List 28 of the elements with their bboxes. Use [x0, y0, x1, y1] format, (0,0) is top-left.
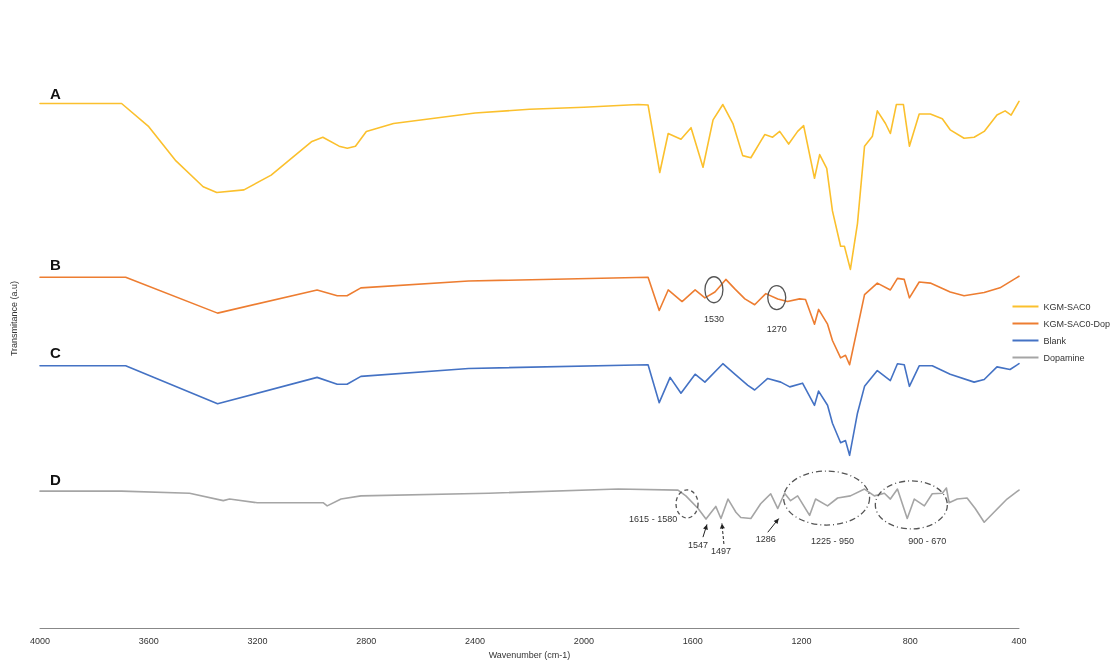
- annotation: A: [49, 84, 61, 102]
- annotation: 1615 - 1580: [629, 513, 678, 524]
- legend-label: KGM-SAC0-Dop: [1043, 318, 1110, 329]
- x-tick-label: 800: [902, 635, 918, 646]
- annotation: D: [49, 470, 61, 488]
- annotation: 900 - 670: [908, 536, 947, 547]
- x-tick-label: 4000: [29, 635, 51, 646]
- annotation: 1286: [755, 534, 776, 545]
- x-axis-title: Wavenumber (cm-1): [488, 649, 571, 660]
- x-tick-label: 2400: [465, 635, 486, 646]
- x-tick-label: 3200: [247, 635, 268, 646]
- annotation: B: [49, 255, 61, 273]
- x-tick-label: 2000: [573, 635, 594, 646]
- annotation: 1225 - 950: [811, 536, 855, 547]
- annotation: 1270: [766, 323, 787, 334]
- x-tick-label: 400: [1011, 635, 1027, 646]
- x-tick-label: 3600: [138, 635, 159, 646]
- annotation: 1497: [710, 545, 731, 556]
- annotation: C: [49, 343, 61, 361]
- x-tick-label: 1600: [682, 635, 703, 646]
- legend-label: Blank: [1043, 335, 1067, 346]
- legend-label: Dopamine: [1043, 352, 1085, 363]
- y-axis-title: Transmitance (a.u): [9, 280, 19, 357]
- annotation: 1530: [703, 314, 724, 325]
- annotation: 1547: [687, 539, 708, 550]
- x-tick-label: 1200: [791, 635, 812, 646]
- legend-label: KGM-SAC0: [1043, 301, 1091, 312]
- x-tick-label: 2800: [356, 635, 377, 646]
